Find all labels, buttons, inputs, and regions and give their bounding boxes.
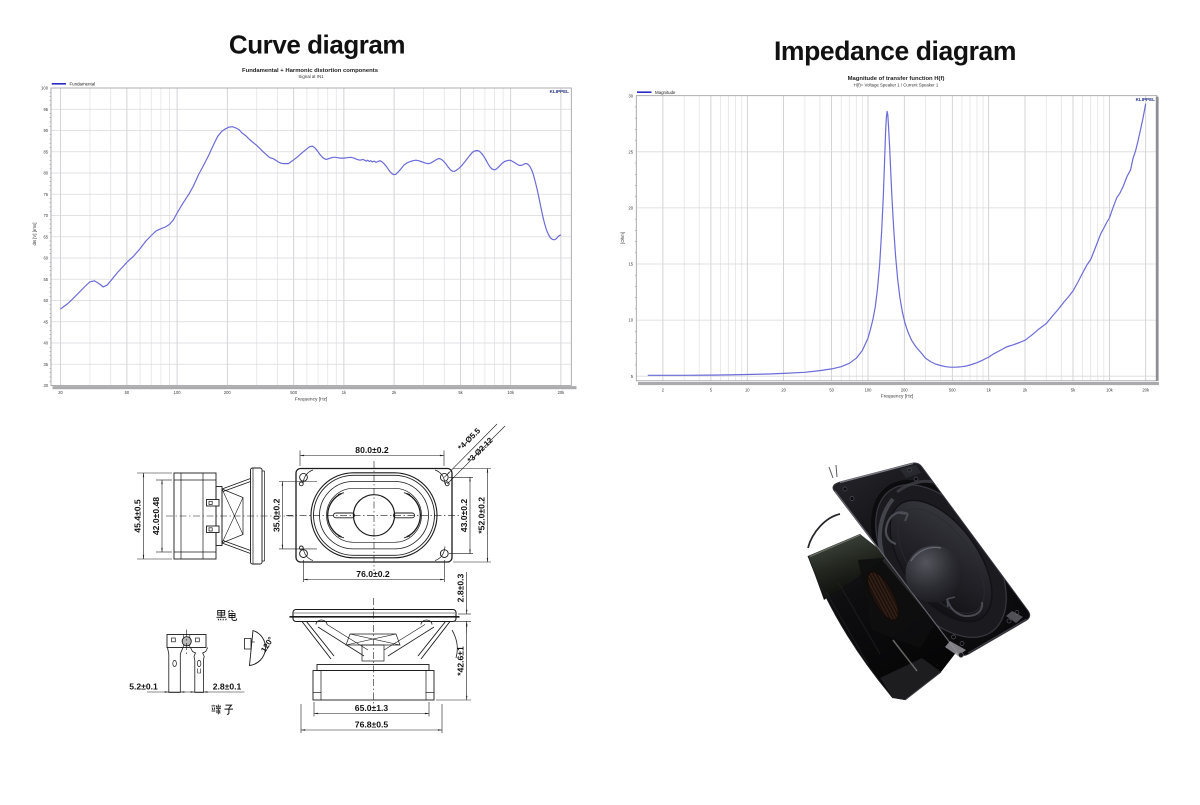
svg-text:43.0±0.2: 43.0±0.2: [459, 499, 469, 533]
svg-text:Impedance diagram: Impedance diagram: [774, 36, 1016, 66]
svg-text:100: 100: [174, 390, 182, 395]
svg-text:50: 50: [43, 298, 48, 303]
svg-text:70: 70: [43, 213, 48, 218]
svg-text:2.8±0.1: 2.8±0.1: [213, 682, 242, 692]
svg-text:100: 100: [41, 86, 49, 91]
svg-text:*52.0±0.2: *52.0±0.2: [477, 497, 487, 534]
svg-text:500: 500: [290, 390, 298, 395]
svg-text:35.0±0.2: 35.0±0.2: [271, 498, 281, 532]
svg-text:20: 20: [628, 206, 633, 211]
svg-text:1k: 1k: [987, 388, 992, 393]
svg-text:5.2±0.1: 5.2±0.1: [129, 682, 158, 692]
svg-text:15: 15: [628, 262, 633, 267]
svg-text:2.8±0.3: 2.8±0.3: [456, 573, 466, 602]
svg-text:Fundamental + Harmonic distort: Fundamental + Harmonic distortion compon…: [242, 68, 379, 74]
svg-text:1k: 1k: [342, 390, 347, 395]
svg-text:2: 2: [662, 388, 665, 393]
svg-text:50: 50: [829, 388, 834, 393]
svg-text:95: 95: [43, 107, 48, 112]
svg-text:2k: 2k: [392, 390, 397, 395]
svg-text:[Ohm]: [Ohm]: [620, 232, 625, 244]
svg-text:Fundamental: Fundamental: [70, 82, 96, 87]
svg-text:65.0±1.3: 65.0±1.3: [355, 703, 389, 713]
svg-text:H(f)= Voltage Speaker 1 / Curr: H(f)= Voltage Speaker 1 / Current Speake…: [854, 82, 939, 87]
svg-text:30: 30: [628, 93, 633, 98]
svg-text:200: 200: [901, 388, 909, 393]
svg-text:40: 40: [43, 341, 48, 346]
svg-text:50: 50: [125, 390, 130, 395]
svg-text:Magnitude of transfer function: Magnitude of transfer function H(f): [848, 76, 945, 82]
svg-text:75: 75: [43, 192, 48, 197]
svg-text:10k: 10k: [507, 390, 515, 395]
svg-text:60: 60: [43, 256, 48, 261]
svg-text:80.0±0.2: 80.0±0.2: [355, 445, 389, 455]
svg-text:35: 35: [43, 362, 48, 367]
svg-text:Magnitude: Magnitude: [655, 90, 676, 95]
svg-text:*42.6±1: *42.6±1: [456, 646, 466, 676]
svg-text:200: 200: [224, 390, 232, 395]
svg-text:30: 30: [43, 383, 48, 388]
svg-text:10k: 10k: [1106, 388, 1114, 393]
svg-text:45: 45: [43, 319, 48, 324]
svg-text:10: 10: [745, 388, 750, 393]
svg-text:20: 20: [781, 388, 786, 393]
svg-text:20: 20: [58, 390, 63, 395]
svg-text:KLIPPEL: KLIPPEL: [1136, 97, 1156, 102]
svg-text:45.4±0.5: 45.4±0.5: [133, 499, 143, 533]
svg-text:76.8±0.5: 76.8±0.5: [355, 720, 389, 730]
svg-text:KLIPPEL: KLIPPEL: [550, 89, 570, 94]
svg-text:20k: 20k: [1142, 388, 1150, 393]
svg-text:Frequency [Hz]: Frequency [Hz]: [295, 397, 328, 403]
svg-text:76.0±0.2: 76.0±0.2: [356, 569, 390, 579]
svg-text:20k: 20k: [558, 390, 566, 395]
svg-text:10: 10: [628, 318, 633, 323]
svg-text:dB [V] [rms]: dB [V] [rms]: [32, 223, 37, 246]
svg-text:5k: 5k: [458, 390, 463, 395]
svg-text:42.0±0.48: 42.0±0.48: [151, 497, 161, 535]
svg-text:5k: 5k: [1071, 388, 1076, 393]
svg-text:80: 80: [43, 171, 48, 176]
svg-text:90: 90: [43, 128, 48, 133]
svg-text:Signal at IN1: Signal at IN1: [298, 74, 324, 79]
svg-text:5: 5: [631, 374, 634, 379]
svg-text:Curve diagram: Curve diagram: [229, 30, 405, 60]
svg-text:500: 500: [949, 388, 957, 393]
svg-text:100: 100: [865, 388, 873, 393]
svg-text:2k: 2k: [1023, 388, 1028, 393]
svg-text:65: 65: [43, 234, 48, 239]
svg-text:Frequency [Hz]: Frequency [Hz]: [881, 394, 914, 400]
svg-text:25: 25: [628, 149, 633, 154]
svg-text:5: 5: [710, 388, 713, 393]
svg-text:85: 85: [43, 149, 48, 154]
svg-text:55: 55: [43, 277, 48, 282]
